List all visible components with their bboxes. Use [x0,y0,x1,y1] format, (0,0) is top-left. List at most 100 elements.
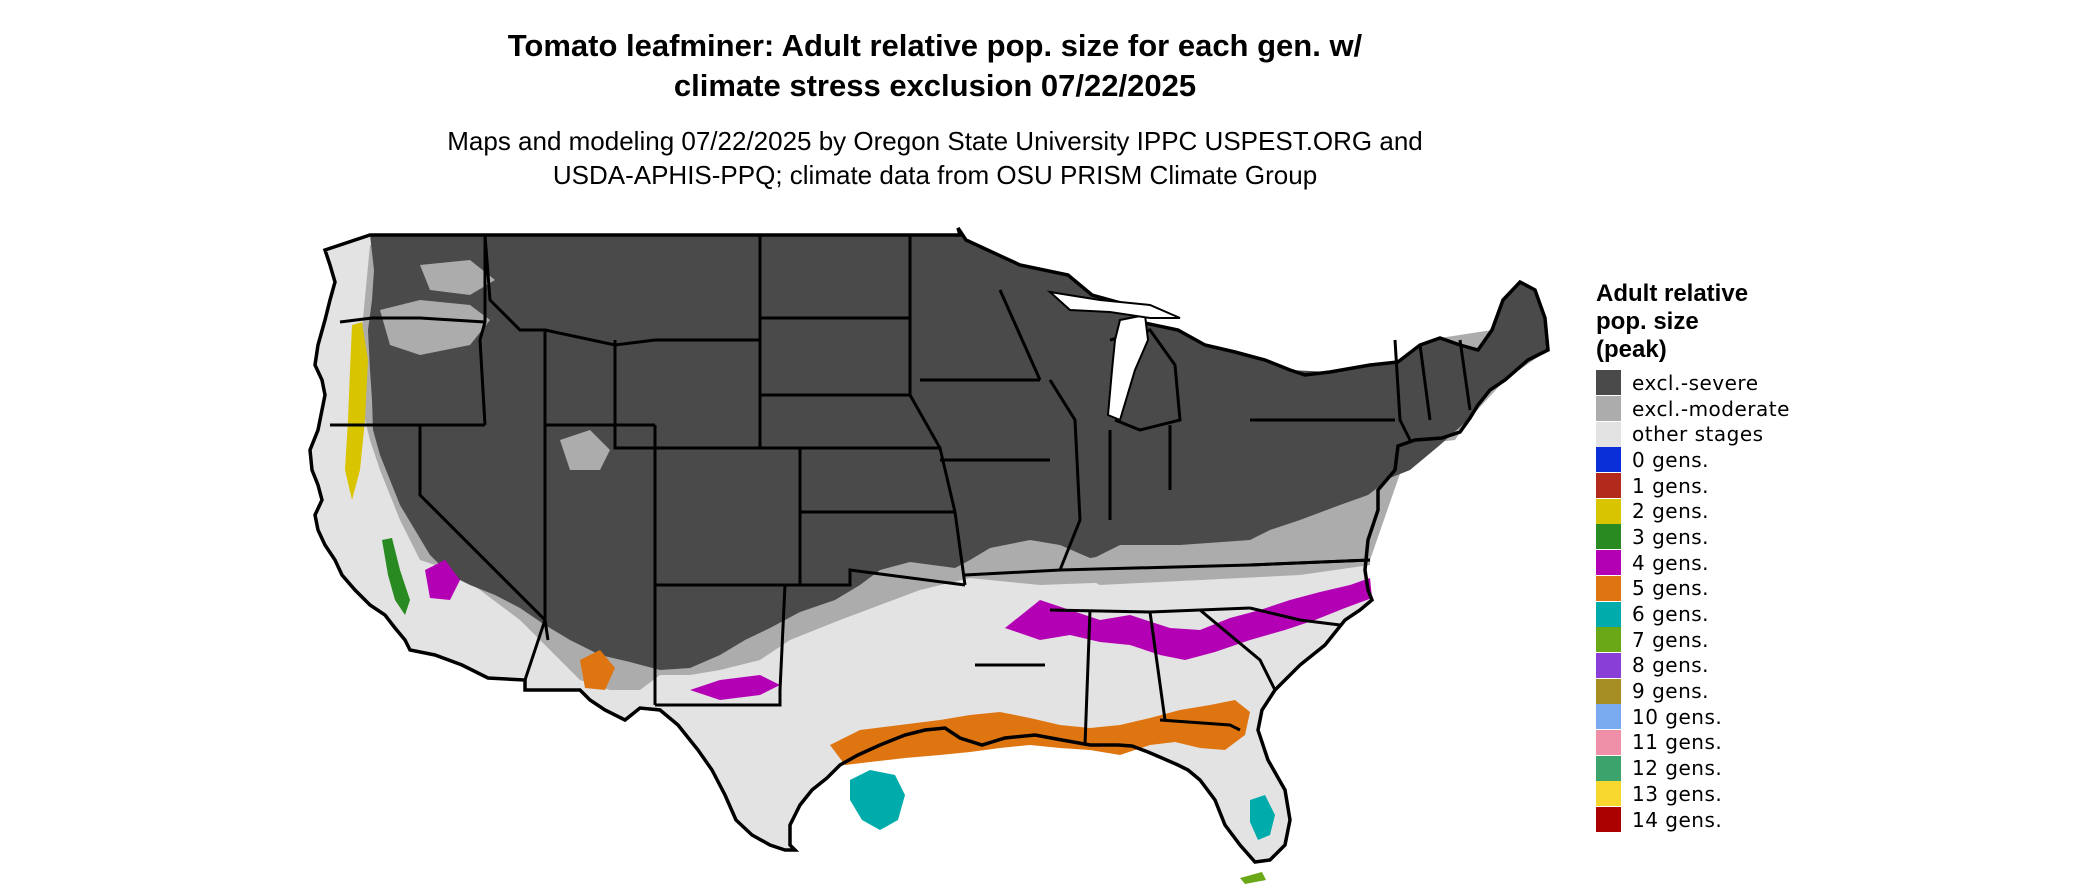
legend-item: 12 gens. [1596,755,1816,781]
legend-swatch [1596,807,1621,833]
excl-moderate-patch-oregon [380,300,490,355]
map-title-line-2: climate stress exclusion 07/22/2025 [673,68,1197,103]
legend-swatch [1596,370,1621,396]
legend-swatch [1596,421,1621,447]
legend-label: 3 gens. [1632,524,1710,549]
border-nc-sc [1249,606,1341,627]
border-ms-al [1083,609,1092,746]
legend-item: 11 gens. [1596,729,1816,756]
legend-label: 1 gens. [1632,473,1710,498]
border-az-ca [523,585,547,681]
gen-2-band-coast [345,322,368,500]
map-subtitle-line-1: Maps and modeling 07/22/2025 by Oregon S… [447,126,1423,156]
legend-label: 10 gens. [1632,704,1723,729]
legend-swatch [1596,627,1621,653]
legend-label: 5 gens. [1632,576,1710,601]
legend-item: other stages [1596,421,1816,447]
legend-item: 10 gens. [1596,704,1816,730]
gen-4-band-southeast [1005,578,1372,660]
excl-moderate-patch-washington [420,260,495,295]
legend-item: excl.-moderate [1596,396,1816,422]
legend-label: 2 gens. [1632,499,1710,524]
legend-swatch [1596,781,1621,807]
legend-label: excl.-severe [1632,370,1759,395]
legend-item: 8 gens. [1596,652,1816,679]
legend-title-line-1: Adult relative [1596,280,1749,307]
legend-swatch [1596,447,1621,473]
legend-label: excl.-moderate [1632,396,1790,421]
gen-3-band-socal [382,538,410,615]
legend-swatch [1596,473,1621,499]
legend-label: other stages [1632,422,1764,447]
border-mn-wi [998,289,1042,381]
legend-item: 3 gens. [1596,524,1816,550]
legend-item: excl.-severe [1596,370,1816,396]
legend-item: 6 gens. [1596,601,1816,627]
excl-moderate-patch-tn-ky [1070,525,1370,585]
legend-item: 7 gens. [1596,627,1816,653]
legend-item: 14 gens. [1596,807,1816,833]
gen-4-band-southwest [425,560,460,600]
border-vt-nh [1418,344,1432,421]
gen-5-band-arizona [580,650,615,690]
map-subtitle-line-2: USDA-APHIS-PPQ; climate data from OSU PR… [552,160,1318,190]
legend-item: 1 gens. [1596,473,1816,499]
legend-swatch [1596,498,1621,524]
border-il-in [1048,379,1082,571]
legend: Adult relative pop. size (peak) excl.-se… [1596,280,1816,833]
us-map [308,227,1550,884]
border-ga-fl [1159,718,1241,732]
legend-item: 9 gens. [1596,678,1816,704]
legend-label: 8 gens. [1632,653,1710,678]
us-outline [308,227,1550,864]
border-mo-ar [964,568,1061,577]
legend-title: Adult relative pop. size (peak) [1596,280,1816,364]
border-ny-ne [1393,339,1412,441]
lake-superior [1046,290,1181,319]
border-me-nh [1458,339,1472,411]
border-mt-wy [544,328,760,347]
legend-label: 11 gens. [1632,730,1723,755]
map-title-line-1: Tomato leafminer: Adult relative pop. si… [507,28,1363,63]
legend-swatch [1596,704,1621,730]
border-dakotas-mn [908,235,967,586]
legend-swatch [1596,575,1621,601]
gen-6-band-florida [1250,795,1275,840]
gen-7-band-keys [1240,872,1266,884]
border-ok-tx [785,568,966,587]
legend-label: 14 gens. [1632,807,1723,832]
generation-bands [345,322,1372,884]
excl-moderate-patch-utah [560,430,610,470]
legend-item: 13 gens. [1596,781,1816,807]
legend-item: 2 gens. [1596,498,1816,524]
gen-5-band-gulf [830,700,1250,765]
legend-swatch [1596,550,1621,576]
legend-swatch [1596,729,1621,755]
map-subtitle: Maps and modeling 07/22/2025 by Oregon S… [0,124,1870,192]
legend-label: 4 gens. [1632,550,1710,575]
border-ga-sc [1199,608,1277,691]
legend-swatch [1596,601,1621,627]
border-id-mt [483,234,655,427]
legend-label: 6 gens. [1632,602,1710,627]
border-al-ga [1148,611,1167,721]
border-wa-or [339,316,486,324]
map-title: Tomato leafminer: Adult relative pop. si… [0,26,1870,106]
legend-label: 12 gens. [1632,756,1723,781]
legend-title-line-2: pop. size [1596,308,1699,335]
legend-swatch [1596,652,1621,678]
gen-4-band-west-texas [690,675,780,700]
border-ut-co [653,425,800,587]
legend-items: excl.-severe excl.-moderate other stages 0 … [1596,370,1816,833]
legend-swatch [1596,678,1621,704]
legend-item: 0 gens. [1596,447,1816,473]
legend-item: 4 gens. [1596,550,1816,576]
legend-label: 7 gens. [1632,627,1710,652]
legend-swatch [1596,524,1621,550]
legend-label: 9 gens. [1632,679,1710,704]
legend-label: 13 gens. [1632,781,1723,806]
legend-label: 0 gens. [1632,447,1710,472]
border-nm-tx [655,584,787,707]
legend-title-line-3: (peak) [1596,336,1667,363]
border-nv-ca [418,425,550,641]
